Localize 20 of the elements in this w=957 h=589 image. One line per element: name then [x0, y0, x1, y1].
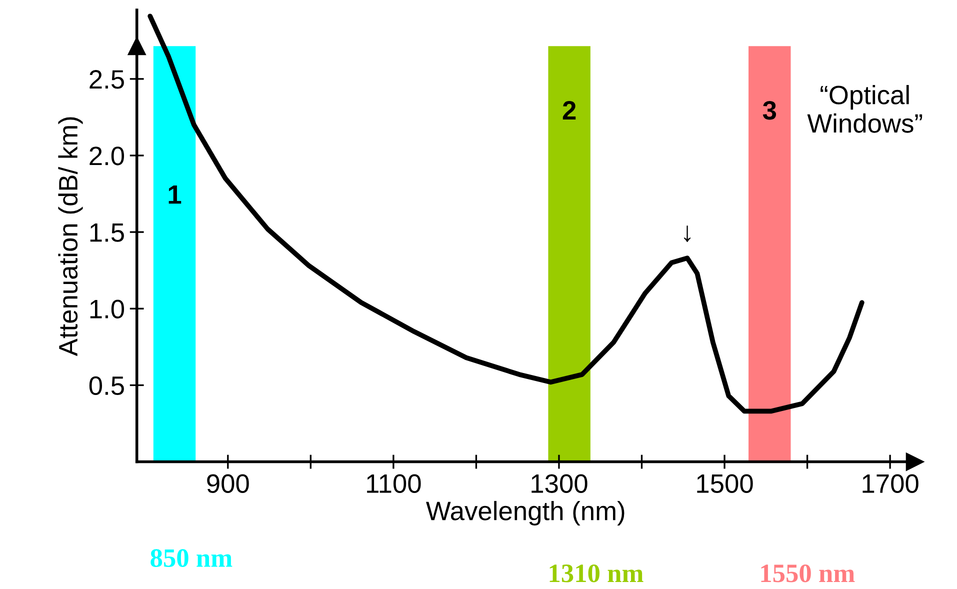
- x-tick-label: 1700: [862, 474, 918, 493]
- y-tick-label: 1.5: [90, 223, 124, 242]
- annotation: “Optical Windows”: [807, 85, 922, 133]
- text: 1310 nm: [550, 564, 644, 582]
- band-label: 1: [168, 186, 182, 204]
- x-tick-label: 900: [207, 474, 249, 493]
- band-label: 3: [762, 101, 776, 120]
- text: 1550 nm: [761, 564, 855, 582]
- x-axis-title: Wavelength (nm): [426, 500, 624, 526]
- x-tick-label: 1100: [367, 474, 421, 493]
- x-tick-label: 1300: [532, 474, 588, 493]
- y-axis-title: Attenuation (dB/ km): [58, 117, 83, 356]
- y-tick-label: 2.0: [90, 146, 124, 166]
- band-label: 2: [562, 101, 576, 120]
- y-tick-label: 1.0: [90, 300, 124, 318]
- annotation: ↓: [684, 226, 691, 242]
- y-tick-label: 0.5: [89, 376, 124, 396]
- x-tick-label: 1500: [697, 474, 753, 493]
- y-tick-label: 2.5: [90, 70, 124, 89]
- text: 850 nm: [150, 549, 232, 567]
